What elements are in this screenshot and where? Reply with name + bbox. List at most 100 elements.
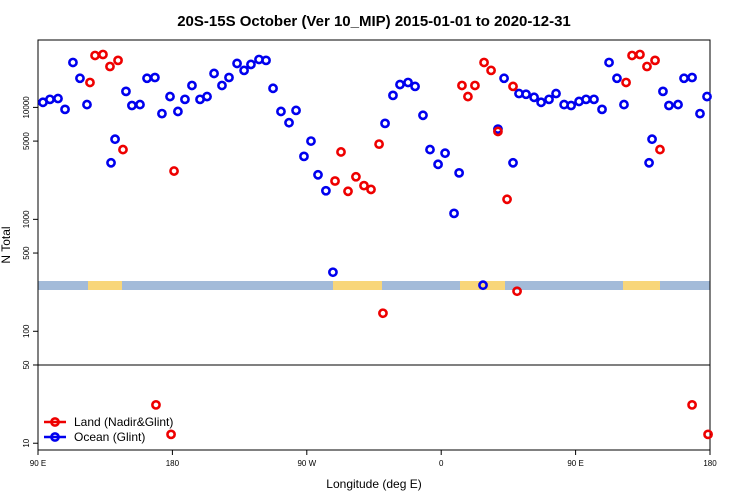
y-axis-label: N Total [0, 226, 13, 263]
point [85, 77, 95, 88]
point [180, 94, 190, 105]
point [284, 117, 294, 128]
point [410, 81, 420, 92]
point [502, 194, 512, 205]
point [121, 86, 131, 97]
point [589, 94, 599, 105]
point [597, 104, 607, 115]
x-axis-label: Longitude (deg E) [326, 477, 421, 491]
x-tick-label: 180 [166, 459, 180, 468]
x-tick-label: 90 E [30, 459, 46, 468]
point [169, 166, 179, 176]
point [627, 50, 637, 61]
point [679, 73, 689, 84]
legend-marker [50, 432, 60, 442]
plot-frame [37, 39, 711, 451]
point [142, 73, 152, 84]
point [703, 429, 713, 440]
y-tick-label: 5000 [22, 132, 31, 150]
point [150, 72, 160, 83]
point [75, 73, 85, 84]
point [359, 180, 369, 191]
point [418, 110, 428, 121]
point [449, 208, 459, 219]
point [695, 108, 705, 119]
point [106, 157, 116, 168]
point [433, 159, 443, 170]
point [566, 100, 577, 111]
point [268, 83, 278, 94]
point [454, 167, 465, 178]
y-tick-label: 50 [22, 360, 31, 369]
point [619, 99, 629, 110]
point [521, 89, 531, 100]
point [655, 144, 665, 155]
point [127, 100, 137, 111]
y-tick-label: 500 [22, 246, 31, 260]
point [479, 57, 489, 68]
point [650, 55, 660, 66]
point [374, 139, 384, 150]
point [166, 429, 176, 440]
point [687, 72, 697, 83]
point [612, 73, 622, 84]
point [239, 65, 249, 76]
point [388, 90, 398, 101]
point [328, 267, 338, 278]
x-tick-label: 90 W [297, 459, 316, 468]
point [536, 97, 547, 108]
y-tick-label: 10 [22, 438, 31, 447]
legend-marker [50, 417, 60, 427]
point [60, 104, 70, 115]
x-tick-label: 0 [439, 459, 444, 468]
point [486, 65, 496, 76]
point [53, 93, 63, 104]
point [621, 77, 631, 88]
point [209, 68, 219, 79]
point [68, 57, 78, 68]
point [105, 61, 115, 72]
point [366, 184, 376, 195]
surface-mask [38, 281, 710, 290]
point [232, 58, 242, 69]
legend-label: Ocean (Glint) [74, 430, 145, 444]
point [512, 286, 522, 297]
point [493, 126, 503, 137]
point [151, 399, 161, 410]
point [118, 144, 128, 155]
point [330, 176, 340, 186]
point [378, 308, 388, 319]
point [98, 49, 108, 60]
y-tick-label: 100 [22, 324, 31, 338]
x-tick-label: 180 [703, 459, 717, 468]
point [544, 94, 554, 105]
point [604, 57, 614, 68]
point [187, 80, 197, 91]
point [343, 186, 353, 197]
point [664, 100, 674, 111]
point [90, 50, 100, 61]
y-tick-label: 1000 [22, 210, 31, 228]
point [581, 94, 591, 105]
point [45, 94, 55, 105]
point [110, 134, 120, 145]
point [224, 72, 234, 83]
legend-label: Land (Nadir&Glint) [74, 415, 173, 429]
point [403, 77, 413, 88]
point [246, 59, 256, 70]
point [336, 147, 346, 157]
point [702, 91, 712, 102]
point [276, 106, 286, 117]
point [425, 144, 435, 155]
point [508, 157, 518, 168]
point [313, 169, 323, 180]
point [644, 157, 654, 168]
point [463, 91, 473, 102]
point [321, 185, 331, 196]
x-tick-label: 90 E [567, 459, 583, 468]
point [551, 88, 561, 99]
point [261, 55, 271, 66]
point [440, 148, 450, 159]
point [165, 91, 175, 102]
